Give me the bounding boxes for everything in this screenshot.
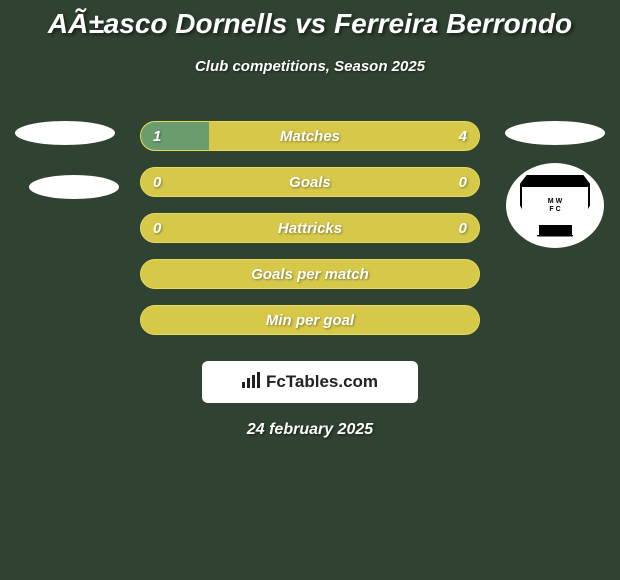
stat-bars: 1 Matches 4 0 Goals 0 0 Hattricks 0 Goal… [120,121,500,351]
left-team-logo-placeholder [29,175,119,199]
stat-value-right: 0 [459,220,467,237]
stat-bar-goals-per-match: Goals per match [140,259,480,289]
stat-label: Goals per match [251,266,369,283]
stat-label: Matches [280,128,340,145]
right-player-avatar-placeholder [505,121,605,145]
stat-value-right: 4 [459,128,467,145]
stat-label: Hattricks [278,220,342,237]
left-player-avatar-placeholder [15,121,115,145]
stat-bar-matches: 1 Matches 4 [140,121,480,151]
right-team-logo: M W F C [506,163,604,248]
shield-text-mid: F C [549,206,560,214]
stat-value-right: 0 [459,174,467,191]
footer-brand-text: FcTables.com [266,372,378,392]
stat-bar-min-per-goal: Min per goal [140,305,480,335]
page-title: AÃ±asco Dornells vs Ferreira Berrondo [0,0,620,40]
stat-bar-fill-left [141,122,209,150]
shield-band-top [522,177,588,187]
stat-label: Min per goal [266,312,354,329]
stat-value-left: 0 [153,220,161,237]
stat-bar-hattricks: 0 Hattricks 0 [140,213,480,243]
stat-value-left: 0 [153,174,161,191]
chart-icon [242,372,262,393]
stat-value-left: 1 [153,128,161,145]
shield-text-top: M W [548,198,562,206]
comparison-content: 1 Matches 4 0 Goals 0 0 Hattricks 0 Goal… [0,121,620,351]
page-subtitle: Club competitions, Season 2025 [0,58,620,75]
footer-brand-logo[interactable]: FcTables.com [202,361,418,403]
shield-icon: M W F C [520,175,590,237]
stat-label: Goals [289,174,331,191]
left-player-col [10,121,120,351]
shield-band-bottom [539,225,572,235]
stat-bar-goals: 0 Goals 0 [140,167,480,197]
footer-date: 24 february 2025 [0,421,620,439]
right-player-col: M W F C [500,121,610,351]
